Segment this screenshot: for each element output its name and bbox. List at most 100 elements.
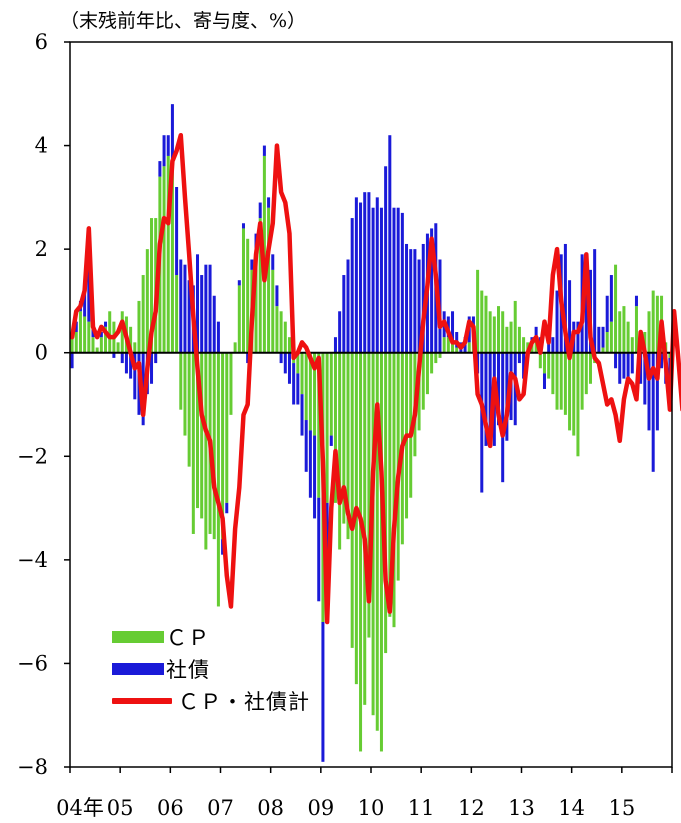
bond-bar — [338, 311, 342, 353]
cp-bar — [442, 337, 446, 353]
cp-bar — [509, 321, 513, 353]
bond-bar — [480, 352, 484, 493]
cp-bar — [254, 249, 258, 353]
bond-bar — [354, 197, 358, 353]
bond-bar — [346, 259, 350, 353]
bond-bar — [634, 295, 638, 307]
cp-bar — [129, 326, 133, 353]
bond-bar — [405, 243, 409, 353]
bond-bar — [484, 352, 488, 446]
cp-bar — [83, 316, 87, 353]
bond-bar — [287, 352, 291, 384]
bond-bar — [413, 249, 417, 353]
x-tick-label: 06 — [157, 796, 184, 820]
bond-bar — [200, 275, 204, 353]
cp-bar — [605, 332, 609, 353]
bond-bar — [647, 352, 651, 431]
bond-bar — [618, 352, 622, 384]
cp-bar — [568, 352, 572, 431]
cp-bar — [333, 352, 337, 503]
cp-bar — [204, 352, 208, 550]
cp-bar — [95, 347, 99, 353]
bond-bar — [317, 497, 321, 602]
bond-bar — [551, 337, 555, 353]
cp-bar — [258, 218, 262, 353]
bond-bar — [313, 435, 317, 519]
y-tick-label: 6 — [35, 30, 48, 54]
cp-bar — [241, 228, 245, 353]
cp-bar — [572, 352, 576, 436]
cp-bar — [233, 342, 237, 353]
cp-bar — [455, 347, 459, 353]
bond-bar — [497, 352, 501, 426]
legend-label-bond: 社債 — [166, 658, 210, 682]
bond-bar — [655, 352, 659, 431]
cp-bar — [179, 352, 183, 410]
bond-bar — [99, 332, 103, 338]
cp-bar — [580, 352, 584, 410]
bond-bar — [179, 259, 183, 353]
bond-bar — [112, 352, 116, 358]
bond-bar — [166, 135, 170, 156]
cp-bond-total-line — [69, 132, 681, 625]
cp-bar — [225, 352, 229, 503]
bond-bar — [304, 420, 308, 472]
cp-bar — [70, 337, 74, 353]
cp-bar — [145, 249, 149, 353]
cp-bar — [78, 311, 82, 353]
cp-bar — [655, 295, 659, 353]
bond-bar — [262, 145, 266, 156]
bond-bar — [371, 207, 375, 353]
cp-bar — [133, 342, 137, 353]
bond-bar — [183, 264, 187, 353]
y-tick-label: −4 — [17, 548, 48, 572]
cp-bar — [329, 352, 333, 436]
bond-bar — [392, 207, 396, 353]
bond-bar — [643, 352, 647, 405]
bond-bar — [150, 352, 154, 384]
cp-bar — [246, 238, 250, 353]
cp-bar — [434, 352, 438, 364]
cp-bar — [271, 269, 275, 353]
cp-bar — [183, 352, 187, 436]
cp-bar — [237, 285, 241, 353]
cp-bar — [388, 352, 392, 617]
cp-bar — [296, 352, 300, 374]
cp-bar — [338, 352, 342, 550]
bond-bar — [488, 352, 492, 431]
cp-bar — [304, 352, 308, 421]
bond-bar — [275, 285, 279, 307]
cp-bar — [275, 306, 279, 353]
y-tick-label: −8 — [17, 755, 48, 779]
cp-bar — [513, 300, 517, 353]
legend-swatch-total — [112, 698, 172, 704]
cp-bar — [609, 321, 613, 353]
bond-bar — [342, 275, 346, 353]
bond-bar — [104, 321, 108, 327]
bond-bar — [175, 187, 179, 276]
bond-bar — [241, 223, 245, 229]
cp-bar — [601, 347, 605, 353]
cp-bar — [451, 342, 455, 353]
cp-bar — [120, 311, 124, 353]
cp-bar — [367, 352, 371, 638]
bond-bar — [593, 249, 597, 353]
bond-bar — [417, 259, 421, 353]
cp-bar — [191, 352, 195, 534]
cp-bar — [547, 352, 551, 379]
cp-bar — [542, 352, 546, 374]
cp-bar — [522, 337, 526, 353]
cp-bar — [425, 352, 429, 395]
legend-swatch-cp — [112, 631, 164, 643]
bond-bar — [124, 352, 128, 374]
bond-bar — [300, 394, 304, 436]
bond-bar — [384, 166, 388, 353]
cp-bar — [87, 321, 91, 353]
legend-item-bond: 社債 — [112, 654, 310, 684]
bond-bar — [367, 192, 371, 353]
y-tick-label: 0 — [35, 341, 48, 365]
cp-bar — [108, 311, 112, 353]
cp-bar — [446, 337, 450, 353]
cp-bar — [196, 352, 200, 509]
bond-bar — [329, 435, 333, 446]
